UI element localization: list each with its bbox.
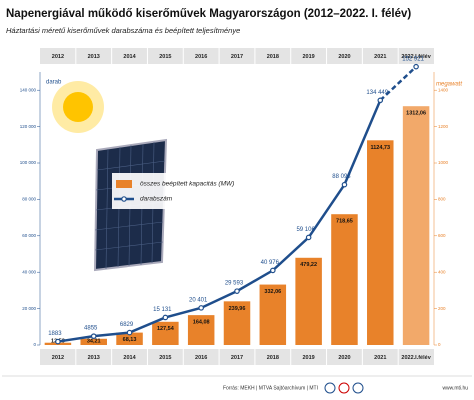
bar: [80, 338, 107, 345]
legend-swatch: [116, 180, 132, 188]
bar: [187, 315, 215, 345]
y2-axis-label: megawatt: [436, 82, 462, 88]
bar: [223, 301, 251, 345]
line-value-label: 15 131: [153, 307, 172, 313]
bar: [367, 140, 394, 345]
source: Forrás: MEKH | MTVA Sajtóarchívum | MTI: [223, 385, 318, 391]
top-category-label: 2013: [88, 54, 100, 60]
x-tick-label: 2017: [231, 355, 243, 361]
line-point: [162, 314, 169, 321]
bar-value-label: 479,22: [300, 262, 317, 268]
line-value-label: 59 106: [296, 227, 315, 233]
line-point: [198, 305, 204, 311]
chart-title: Napenergiával működő kiserőművek Magyaro…: [6, 8, 411, 20]
x-tick-label: 2015: [159, 355, 171, 361]
top-category-label: 2022.I.félév: [401, 54, 431, 60]
bar-value-label: 34,21: [87, 338, 101, 344]
y-axis-label: darab: [46, 80, 62, 86]
bar: [402, 106, 430, 345]
y2-tick-label: 0: [438, 342, 441, 347]
y2-tick-label: 200: [438, 306, 446, 311]
x-tick-label: 2019: [303, 355, 315, 361]
x-tick-label: 2020: [338, 355, 350, 361]
y-tick-label: 40 000: [22, 269, 36, 274]
top-category-label: 2014: [123, 54, 136, 60]
bar: [259, 284, 287, 345]
line-value-label: 29 593: [225, 281, 244, 287]
legend-swatch: [121, 196, 127, 202]
y-tick-label: 140 000: [20, 87, 37, 92]
line-value-label: 1883: [48, 331, 62, 337]
y2-tick-label: 1200: [438, 124, 449, 129]
line: [57, 99, 382, 343]
line-value-label: 4855: [84, 326, 98, 332]
y-tick-label: 80 000: [22, 197, 36, 202]
line-point: [55, 338, 61, 345]
line-point: [413, 63, 419, 70]
y2-tick-label: 600: [438, 233, 446, 238]
line-value-label: 20 401: [189, 297, 208, 303]
top-band: [40, 48, 434, 64]
x-tick-label: 2022.I.félév: [401, 355, 431, 361]
bar-value-label: 718,65: [336, 219, 353, 225]
bar: [331, 214, 358, 345]
sun-icon: [52, 81, 104, 133]
line-value-label: 40 976: [261, 260, 280, 266]
bar-value-label: 68,13: [123, 337, 137, 343]
top-category-label: 2017: [231, 54, 243, 60]
bar: [295, 257, 322, 345]
bar-value-label: 1312,06: [406, 111, 426, 117]
bar: [152, 321, 179, 345]
line-point: [90, 333, 97, 339]
line-point: [234, 288, 240, 294]
top-category-label: 2015: [159, 54, 171, 60]
y-tick-label: 0: [33, 342, 36, 347]
line-point: [341, 181, 348, 188]
line-dashed: [379, 65, 417, 102]
y-tick-label: 120 000: [20, 124, 37, 129]
y2-tick-label: 1000: [438, 160, 449, 165]
y-tick-label: 100 000: [20, 160, 37, 165]
legend-label: darabszám: [140, 196, 173, 203]
x-tick-label: 2021: [374, 355, 386, 361]
line-value-label: 6829: [120, 322, 134, 328]
site: www.mti.hu: [442, 385, 468, 391]
top-category-label: 2018: [267, 54, 279, 60]
bottom-band: [40, 349, 434, 365]
top-category-label: 2012: [52, 54, 64, 60]
top-category-label: 2020: [338, 54, 350, 60]
bar-value-label: 127,54: [157, 326, 175, 332]
y2-tick-label: 400: [438, 269, 446, 274]
y2-tick-label: 800: [438, 197, 446, 202]
top-category-label: 2016: [195, 54, 207, 60]
y-tick-label: 60 000: [22, 233, 36, 238]
bar-value-label: 239,96: [229, 306, 246, 312]
x-tick-label: 2014: [123, 355, 136, 361]
line-value-label: 152 921: [402, 56, 424, 62]
line-point: [126, 329, 133, 336]
bar-value-label: 164,08: [193, 320, 210, 326]
x-tick-label: 2012: [52, 355, 64, 361]
y-tick-label: 20 000: [22, 306, 36, 311]
top-category-label: 2021: [374, 54, 386, 60]
x-tick-label: 2018: [267, 355, 279, 361]
top-category-label: 2019: [303, 54, 315, 60]
x-tick-label: 2016: [195, 355, 207, 361]
line-point: [305, 234, 312, 241]
line-point: [270, 267, 276, 274]
line-value-label: 134 449: [366, 90, 388, 96]
y2-tick-label: 1400: [438, 87, 449, 92]
line-point: [377, 97, 384, 104]
legend-label: összes beépített kapacitás (MW): [140, 181, 234, 188]
x-tick-label: 2013: [88, 355, 100, 361]
bar-value-label: 1124,73: [370, 145, 390, 151]
logos: [324, 382, 364, 394]
legend-box: [112, 173, 252, 209]
bar-value-label: 332,06: [264, 289, 281, 295]
line-value-label: 88 093: [332, 174, 351, 180]
bar: [116, 332, 143, 345]
chart-subtitle: Háztartási méretű kiserőművek darabszáma…: [6, 26, 240, 35]
